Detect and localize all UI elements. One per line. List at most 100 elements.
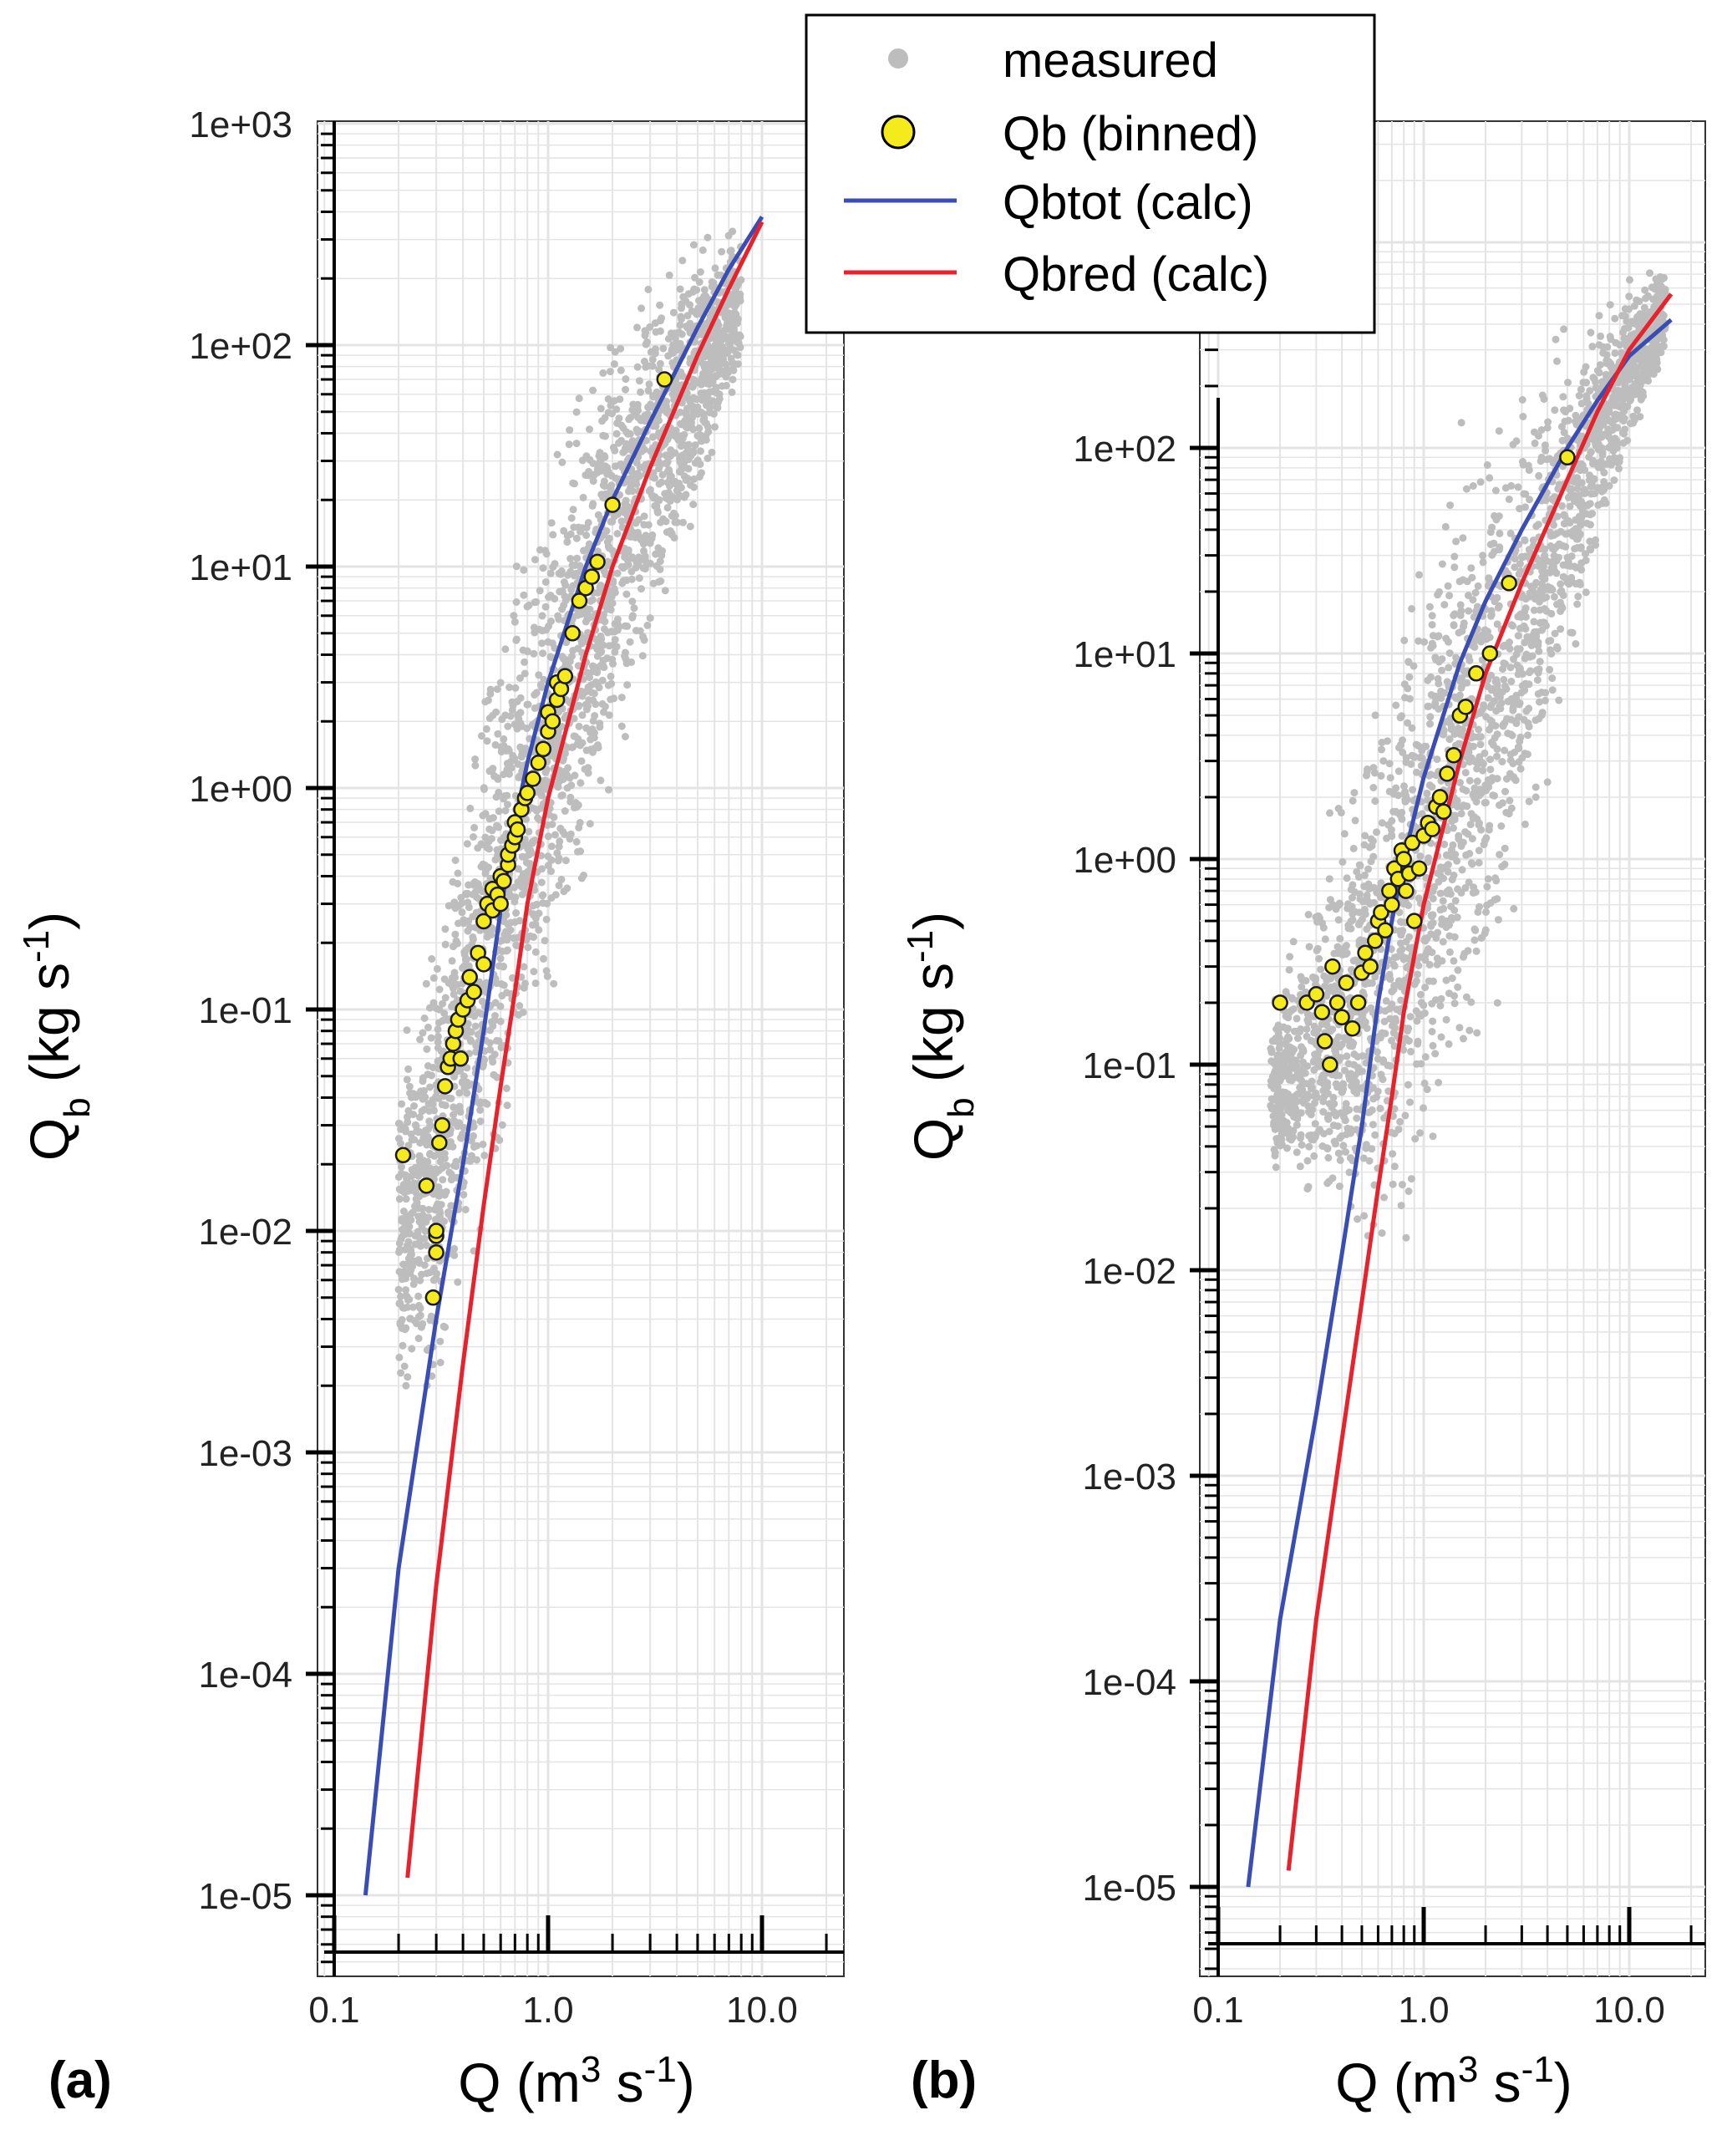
- measured-point: [1446, 501, 1455, 510]
- measured-point: [441, 994, 450, 1002]
- measured-point: [538, 612, 546, 620]
- measured-point: [637, 414, 646, 423]
- measured-point: [644, 403, 653, 411]
- measured-point: [669, 349, 677, 357]
- measured-point: [655, 480, 663, 488]
- measured-point: [470, 881, 478, 889]
- measured-point: [516, 1002, 524, 1009]
- measured-point: [447, 1202, 455, 1210]
- measured-point: [1597, 332, 1605, 340]
- measured-point: [1455, 1024, 1464, 1032]
- binned-point: [492, 895, 509, 913]
- measured-point: [496, 679, 505, 687]
- measured-point: [460, 1191, 468, 1199]
- measured-point: [1422, 742, 1430, 750]
- measured-point: [1471, 588, 1480, 597]
- measured-point: [1551, 629, 1559, 638]
- measured-point: [488, 826, 496, 835]
- measured-point: [429, 974, 438, 982]
- measured-point: [1404, 719, 1412, 727]
- measured-point: [1404, 684, 1412, 693]
- measured-point: [675, 480, 683, 487]
- measured-point: [577, 757, 586, 765]
- measured-point: [1271, 1152, 1279, 1160]
- measured-point: [1546, 665, 1554, 674]
- measured-point: [436, 1157, 444, 1166]
- measured-point: [665, 465, 673, 474]
- measured-point: [708, 282, 716, 291]
- measured-point: [604, 395, 612, 403]
- measured-point: [599, 641, 607, 649]
- measured-point: [1408, 605, 1416, 613]
- measured-point: [1461, 769, 1470, 777]
- measured-point: [526, 932, 535, 940]
- measured-point: [551, 595, 559, 603]
- measured-point: [1475, 725, 1483, 734]
- measured-point: [575, 823, 583, 831]
- measured-point: [502, 989, 510, 997]
- measured-point: [473, 1156, 481, 1164]
- measured-point: [1396, 714, 1404, 722]
- measured-point: [1544, 418, 1552, 426]
- measured-point: [1450, 612, 1458, 619]
- measured-point: [652, 328, 660, 336]
- measured-point: [572, 440, 581, 448]
- measured-point: [729, 327, 738, 335]
- measured-point: [468, 1152, 475, 1160]
- measured-point: [615, 414, 623, 423]
- measured-point: [498, 948, 506, 955]
- binned-point: [495, 872, 512, 890]
- measured-point: [454, 869, 462, 877]
- measured-point: [1369, 1095, 1378, 1103]
- measured-point: [1273, 1083, 1282, 1091]
- measured-point: [1382, 997, 1390, 1005]
- measured-point: [1573, 600, 1582, 608]
- measured-point: [1486, 541, 1495, 549]
- measured-point: [1372, 885, 1380, 893]
- measured-point: [1472, 947, 1481, 955]
- measured-point: [678, 257, 687, 265]
- measured-point: [700, 364, 709, 372]
- measured-point: [612, 405, 621, 414]
- measured-point: [562, 638, 571, 647]
- measured-point: [406, 1245, 414, 1253]
- measured-point: [1492, 516, 1501, 524]
- measured-point: [1363, 895, 1371, 903]
- measured-point: [404, 1065, 413, 1073]
- measured-point: [489, 765, 497, 773]
- measured-point: [394, 1119, 403, 1127]
- measured-point: [1633, 406, 1641, 414]
- measured-point: [1442, 976, 1450, 984]
- measured-point: [1477, 638, 1486, 646]
- measured-point: [498, 715, 506, 724]
- measured-point: [558, 458, 566, 466]
- measured-point: [471, 761, 480, 770]
- measured-point: [1515, 758, 1523, 766]
- measured-point: [486, 1026, 494, 1035]
- measured-point: [466, 804, 475, 812]
- measured-point: [457, 893, 465, 902]
- measured-point: [668, 492, 676, 501]
- measured-point: [637, 388, 645, 396]
- measured-point: [463, 1064, 471, 1072]
- measured-point: [525, 601, 533, 609]
- measured-point: [430, 1106, 438, 1115]
- measured-point: [708, 344, 716, 353]
- measured-point: [1498, 758, 1506, 765]
- measured-point: [582, 746, 591, 755]
- measured-point: [614, 510, 622, 518]
- measured-point: [550, 813, 558, 821]
- measured-point: [555, 615, 563, 623]
- measured-point: [491, 974, 500, 983]
- measured-point: [1390, 1162, 1399, 1171]
- binned-point: [589, 553, 606, 571]
- measured-point: [1361, 980, 1369, 989]
- measured-point: [493, 821, 501, 830]
- measured-point: [577, 687, 586, 695]
- measured-point: [644, 386, 653, 394]
- measured-point: [1349, 893, 1356, 902]
- measured-point: [1481, 799, 1490, 806]
- measured-point: [1378, 739, 1386, 746]
- measured-point: [663, 528, 671, 536]
- y-tick-labels-a: 1e-051e-041e-031e-021e-011e+001e+011e+02…: [189, 104, 292, 1917]
